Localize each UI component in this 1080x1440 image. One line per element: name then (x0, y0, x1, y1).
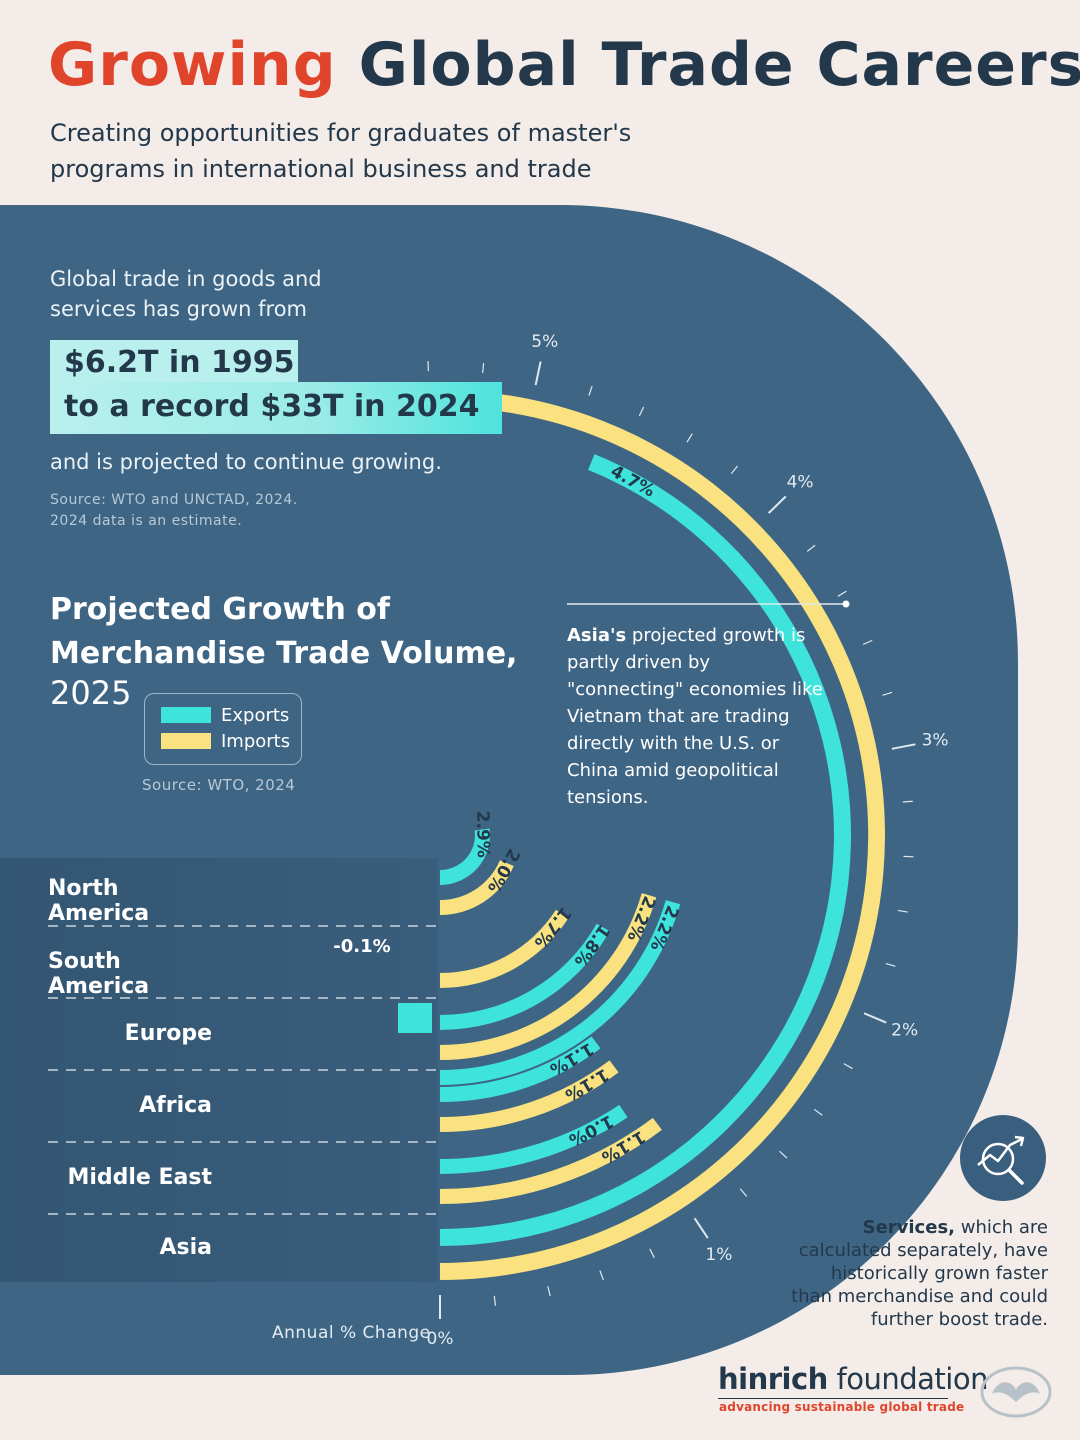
minor-tick (730, 465, 738, 475)
chart-title: Projected Growth of Merchandise Trade Vo… (50, 588, 517, 676)
minor-tick (599, 1270, 604, 1281)
highlight-1995: $6.2T in 1995 (50, 340, 298, 386)
legend-imports: Imports (161, 730, 291, 752)
chart-source: Source: WTO, 2024 (142, 776, 296, 794)
label-exports-south-america: -0.1% (333, 936, 390, 957)
axis-tick-label: 4% (787, 472, 814, 492)
bar-imports-africa (440, 1060, 619, 1132)
minor-tick (779, 1150, 788, 1159)
bar-exports-europe (440, 923, 610, 1030)
region-label-asia: Asia (159, 1235, 212, 1260)
services-note-bold: Services, (862, 1217, 955, 1238)
legend-exports-swatch (161, 707, 211, 723)
highlight-2024: to a record $33T in 2024 (50, 382, 502, 434)
chart-legend: Exports Imports (144, 693, 302, 765)
chart-title-line-1: Projected Growth of (50, 592, 390, 627)
legend-imports-label: Imports (221, 730, 291, 752)
label-exports-north-america: 2.9% (472, 811, 493, 858)
axis-tick-label: 2% (891, 1020, 918, 1040)
region-label-north-america: North America (48, 876, 150, 926)
page-title: Growing Global Trade Careers (48, 30, 1080, 100)
chart-year: 2025 (50, 674, 132, 712)
minor-tick (638, 406, 645, 417)
minor-tick (882, 691, 893, 696)
bar-exports-africa (440, 1036, 601, 1102)
minor-tick (813, 1108, 823, 1116)
chart-panel: 0%1%2%3%4%5% 2.9%2.0%1.7%1.1%1.1%1.0%1.1… (0, 205, 1018, 1375)
chart-bars (398, 390, 885, 1280)
major-tick (863, 1012, 887, 1024)
minor-tick (493, 1295, 497, 1306)
intro-source-line-2: 2024 data is an estimate. (50, 513, 243, 529)
region-label-middle-east: Middle East (67, 1165, 212, 1190)
region-dividers (48, 925, 438, 1215)
legend-exports-label: Exports (221, 704, 290, 726)
axis-tick-label: 3% (922, 731, 949, 751)
major-tick (891, 743, 916, 750)
intro-source: Source: WTO and UNCTAD, 2024. 2024 data … (50, 490, 298, 532)
brand-tagline: advancing sustainable global trade (719, 1400, 965, 1414)
intro-continuation: and is projected to continue growing. (50, 450, 442, 474)
subtitle-line-2: programs in international business and t… (50, 155, 592, 183)
services-note-text: which are calculated separately, have hi… (791, 1217, 1048, 1330)
brand-name: hinrich foundation (718, 1362, 988, 1396)
bar-imports-south-america (440, 909, 569, 988)
title-main: Global Trade Careers (358, 30, 1080, 100)
services-note: Services, which are calculated separatel… (790, 1216, 1048, 1331)
brand-name-rest: foundation (827, 1362, 989, 1396)
minor-tick (649, 1248, 655, 1259)
minor-tick (902, 800, 913, 803)
legend-imports-swatch (161, 733, 211, 749)
region-label-south-america: South America (48, 949, 150, 999)
bar-extra-2-2 (440, 900, 681, 1085)
bar-exports-middle-east (440, 1104, 628, 1174)
bar-exports-south-america (398, 1003, 432, 1033)
minor-tick (686, 433, 693, 443)
major-tick (693, 1217, 709, 1239)
bar-imports-north-america (440, 860, 514, 915)
bar-imports-middle-east (440, 1117, 662, 1204)
chart-title-line-2: Merchandise Trade Volume, (50, 636, 518, 671)
minor-tick (547, 1286, 551, 1297)
major-tick (534, 361, 542, 386)
axis-tick-label: 0% (427, 1329, 454, 1349)
intro-source-line-1: Source: WTO and UNCTAD, 2024. (50, 492, 298, 508)
minor-tick (897, 909, 908, 913)
asia-note-bold: Asia's (567, 625, 627, 646)
title-accent: Growing (48, 30, 337, 100)
page-subtitle: Creating opportunities for graduates of … (50, 115, 690, 187)
minor-tick (843, 1063, 853, 1070)
minor-tick (739, 1188, 748, 1197)
brand-name-bold: hinrich (718, 1362, 828, 1396)
bar-imports-europe (440, 893, 657, 1060)
axis-ticks: 0% 1% 2% 3% 4% 5% (427, 332, 949, 1349)
axis-title: Annual % Change (272, 1323, 431, 1343)
legend-exports: Exports (161, 704, 290, 726)
minor-tick (837, 590, 847, 597)
asia-note: Asia's projected growth is partly driven… (567, 622, 827, 811)
minor-tick (806, 544, 816, 552)
intro-text: Global trade in goods and services has g… (50, 267, 322, 321)
region-label-europe: Europe (124, 1021, 212, 1046)
minor-tick (862, 639, 873, 646)
axis-tick-label: 5% (531, 332, 558, 352)
major-tick (767, 495, 787, 514)
bar-exports-north-america (440, 828, 491, 886)
asia-note-dot (842, 600, 850, 608)
brand-divider (718, 1398, 948, 1399)
axis-tick-label: 1% (705, 1245, 732, 1265)
minor-tick (588, 385, 593, 396)
minor-tick (885, 962, 896, 967)
region-label-africa: Africa (139, 1093, 212, 1118)
minor-tick (482, 362, 485, 374)
subtitle-line-1: Creating opportunities for graduates of … (50, 119, 632, 147)
asia-note-text: projected growth is partly driven by "co… (567, 625, 823, 808)
hinrich-foundation-logo-icon (980, 1366, 1052, 1418)
trend-magnifier-icon (960, 1115, 1046, 1201)
